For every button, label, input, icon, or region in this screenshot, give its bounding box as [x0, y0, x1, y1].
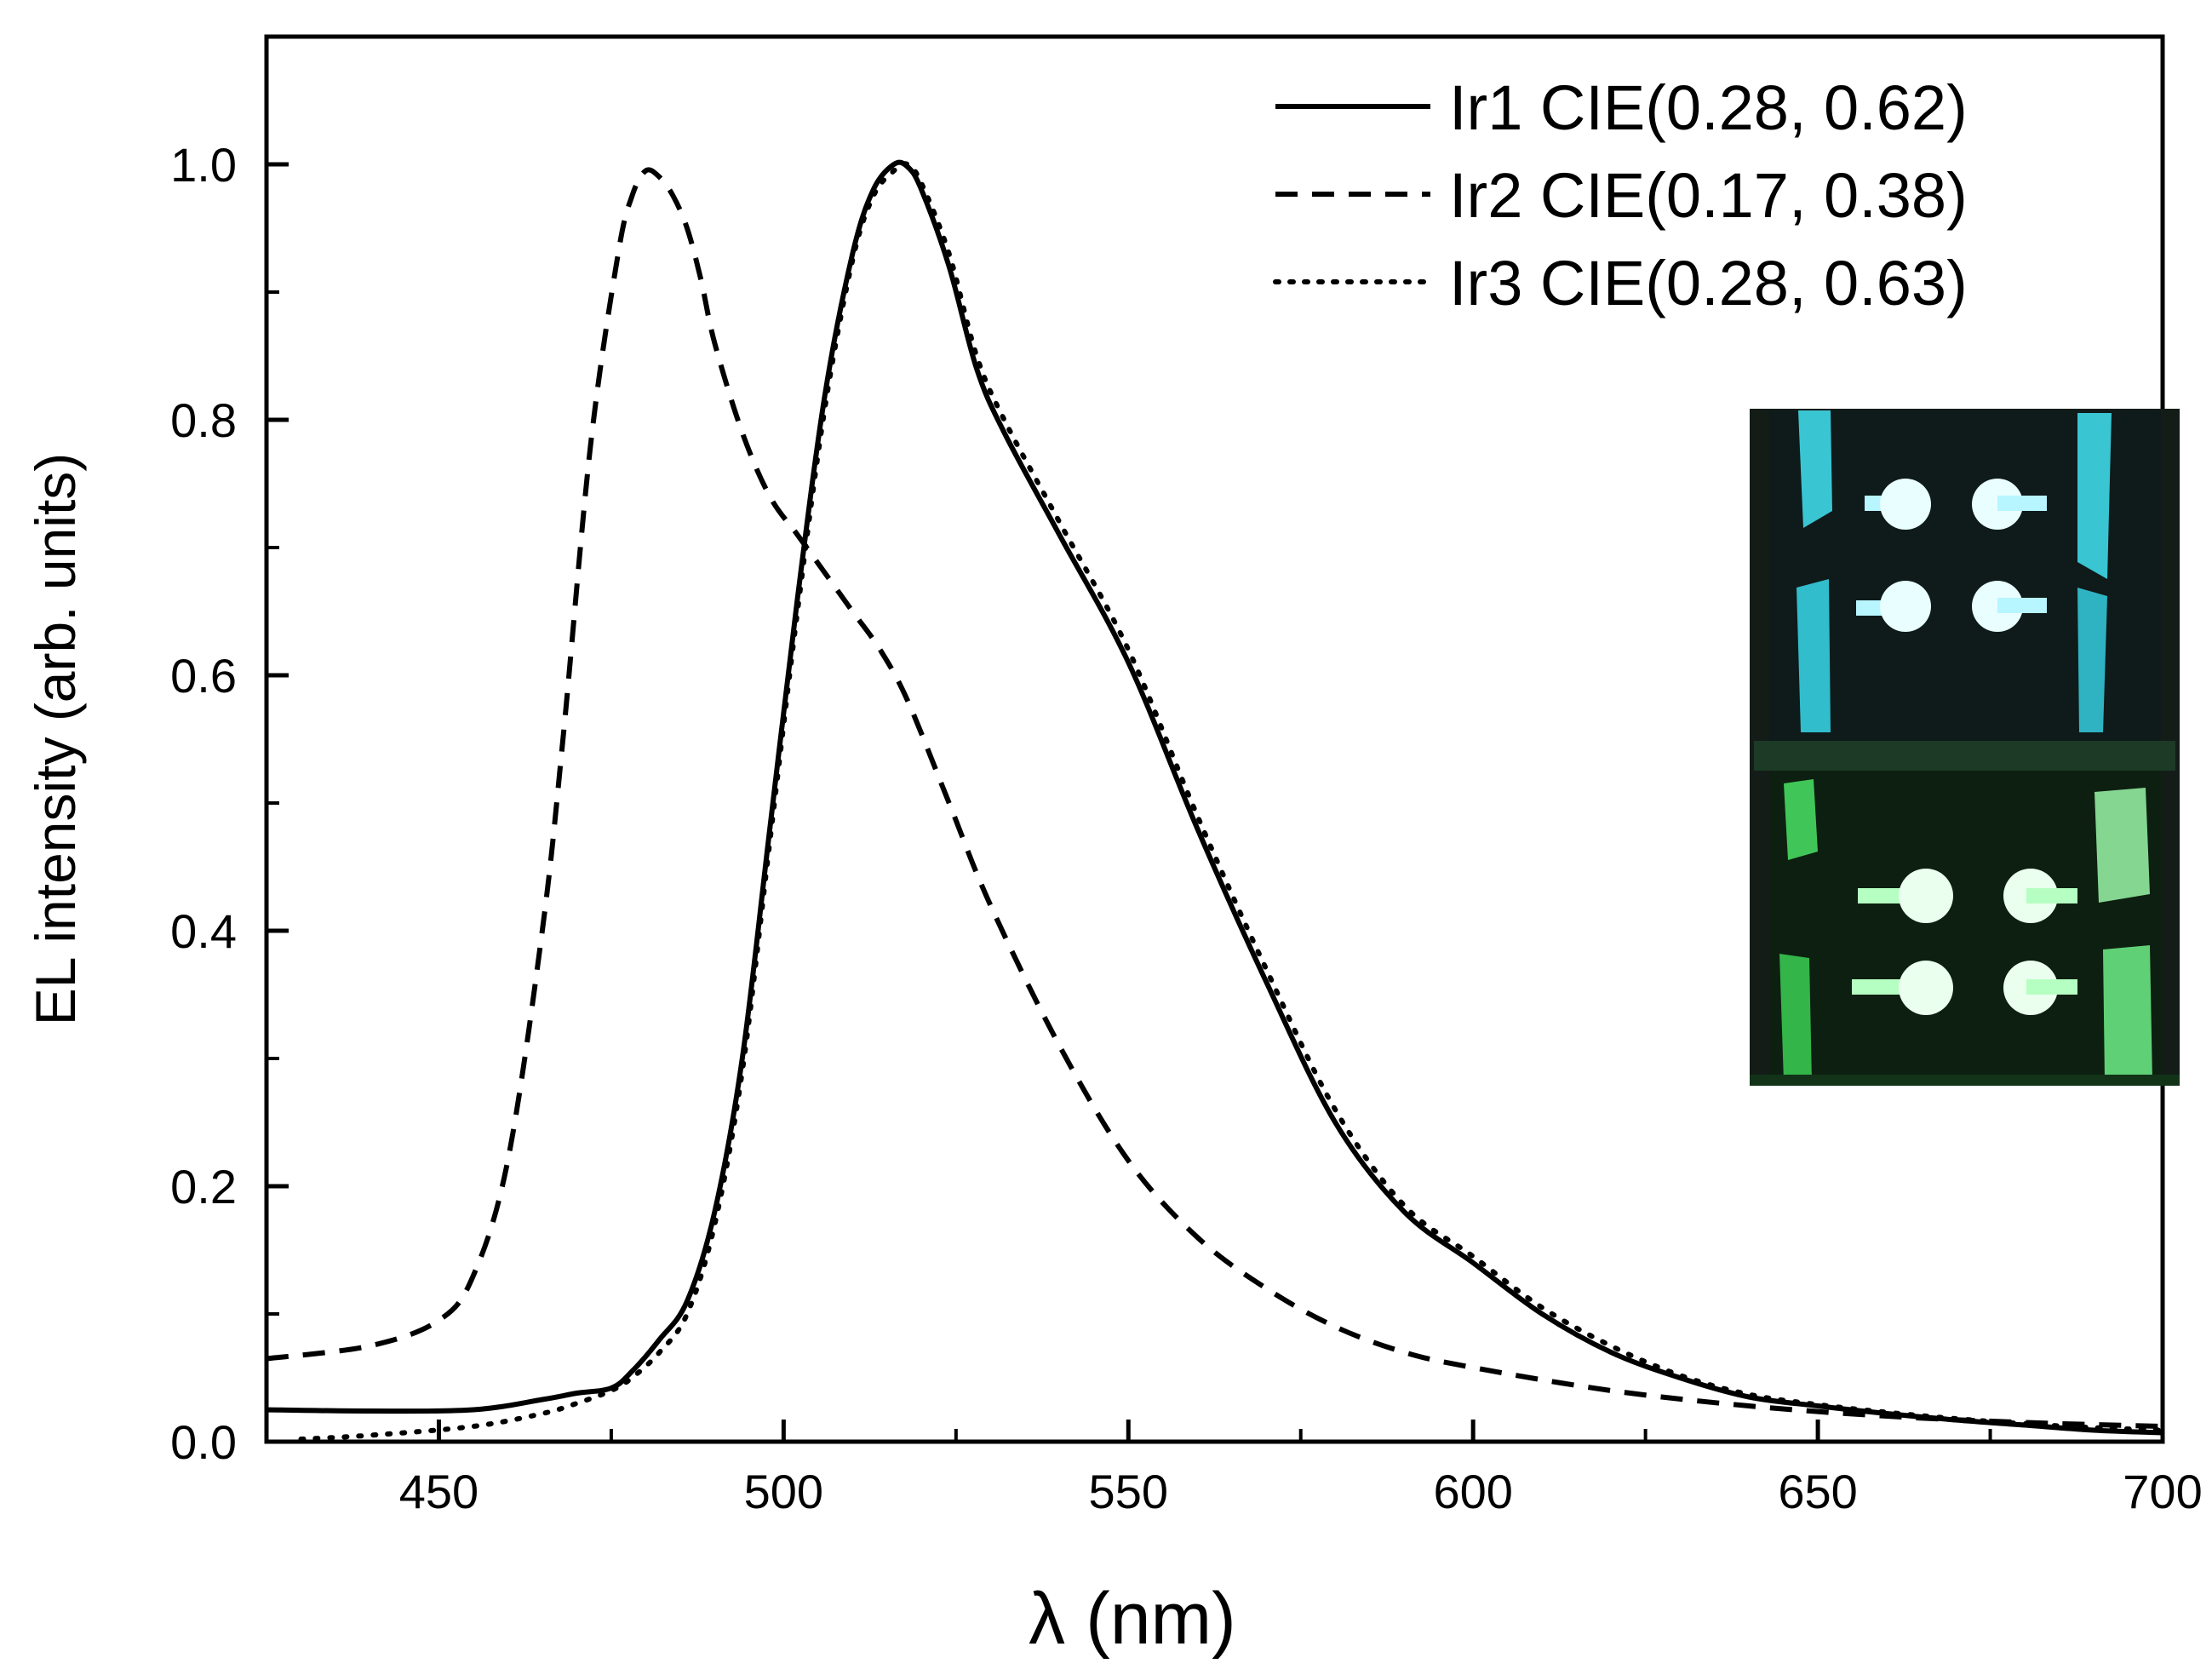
y-tick-label: 0.0 — [170, 1415, 237, 1469]
x-tick-label: 500 — [744, 1465, 823, 1518]
x-axis-label: λ (nm) — [1029, 1578, 1236, 1660]
y-tick-label: 1.0 — [170, 138, 237, 192]
x-tick-label: 450 — [399, 1465, 479, 1518]
x-tick-label: 600 — [1433, 1465, 1512, 1518]
x-tick-label: 650 — [1778, 1465, 1857, 1518]
legend-label-ir2: Ir2 CIE(0.17, 0.38) — [1449, 160, 1968, 231]
y-tick-label: 0.6 — [170, 649, 237, 703]
y-tick-label: 0.4 — [170, 904, 237, 958]
y-axis-label: EL intensity (arb. units) — [24, 453, 87, 1026]
x-tick-label: 700 — [2123, 1465, 2202, 1518]
el-spectrum-chart: 450 500 550 600 650 700 0.0 0.2 0.4 0.6 0.8 1.0 EL… — [0, 0, 2212, 1675]
device-photo-inset — [1750, 409, 2180, 1086]
x-tick-label: 550 — [1089, 1465, 1168, 1518]
legend-label-ir1: Ir1 CIE(0.28, 0.62) — [1449, 72, 1968, 143]
legend-label-ir3: Ir3 CIE(0.28, 0.63) — [1449, 248, 1968, 318]
y-tick-label: 0.2 — [170, 1160, 237, 1213]
y-tick-label: 0.8 — [170, 393, 237, 447]
